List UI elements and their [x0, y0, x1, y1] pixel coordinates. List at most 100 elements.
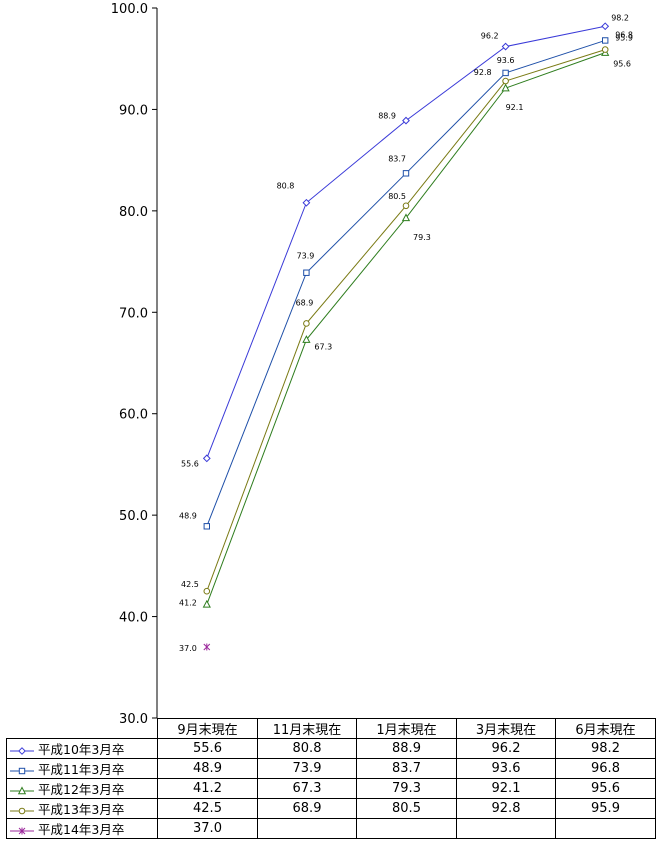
data-label: 73.9: [297, 252, 315, 261]
series-name: 平成12年3月卒: [6, 778, 158, 799]
y-tick-label: 50.0: [119, 509, 148, 524]
data-label: 96.8: [615, 30, 633, 39]
table-cell: 79.3: [356, 778, 457, 799]
series-label: 平成12年3月卒: [38, 782, 125, 797]
y-tick-label: 80.0: [119, 205, 148, 220]
series-name: 平成13年3月卒: [6, 798, 158, 819]
series-line: [206, 25, 606, 459]
data-label: 42.5: [181, 580, 199, 589]
series-2: 48.9 73.9 83.7 93.6 96.8: [179, 30, 633, 530]
table-cell: [356, 818, 457, 839]
diamond-marker: [302, 198, 311, 207]
category-label: 11月末現在: [257, 718, 357, 739]
legend-key-icon: [10, 807, 34, 814]
y-tick-label: 100.0: [111, 2, 148, 17]
series-label: 平成11年3月卒: [38, 762, 125, 777]
series-label: 平成10年3月卒: [38, 742, 125, 757]
table-cell: 96.8: [555, 758, 656, 779]
category-label: 6月末現在: [555, 718, 656, 739]
star-marker: [18, 827, 26, 834]
legend-key-icon: [10, 767, 34, 774]
circle-marker: [303, 320, 310, 327]
table-cell: 48.9: [157, 758, 258, 779]
series-4: 42.5 68.9 80.5 92.8 95.9: [181, 34, 633, 595]
triangle-marker: [501, 83, 510, 92]
square-marker: [602, 37, 609, 44]
legend-key-icon: [10, 746, 34, 755]
legend-key-icon: [10, 827, 34, 834]
y-tick-label: 60.0: [119, 408, 148, 423]
series-line: [206, 39, 606, 527]
series-line: [206, 52, 606, 605]
table-cell: 83.7: [356, 758, 457, 779]
table-cell: 41.2: [157, 778, 258, 799]
data-label: 92.8: [474, 68, 492, 77]
series-label: 平成13年3月卒: [38, 802, 125, 817]
table-cell: 95.6: [555, 778, 656, 799]
circle-marker: [203, 587, 211, 595]
category-label: 3月末現在: [456, 718, 556, 739]
series-3: 41.2 67.3 79.3 92.1 95.6: [179, 48, 631, 608]
y-tick-label: 90.0: [119, 103, 148, 118]
data-label: 83.7: [388, 154, 406, 163]
table-corner: [6, 718, 158, 739]
table-row: 平成12年3月卒 41.2 67.3 79.3 92.1 95.6: [6, 778, 656, 799]
table-header-row: 9月末現在 11月末現在 1月末現在 3月末現在 6月末現在: [6, 718, 656, 739]
diamond-marker: [501, 42, 510, 51]
y-tick-label: 70.0: [119, 306, 148, 321]
table-cell: 80.8: [257, 738, 357, 759]
data-label: 79.3: [413, 233, 431, 242]
y-tick-label: 40.0: [119, 611, 148, 626]
data-label: 67.3: [314, 343, 332, 352]
data-label: 88.9: [378, 112, 396, 121]
category-label: 1月末現在: [356, 718, 457, 739]
diamond-marker: [18, 746, 26, 755]
data-label: 92.1: [506, 103, 524, 112]
triangle-marker: [202, 599, 211, 608]
table-cell: 68.9: [257, 798, 357, 819]
star-marker: [203, 643, 211, 651]
table-row: 平成10年3月卒 55.6 80.8 88.9 96.2 98.2: [6, 738, 656, 759]
series-name: 平成11年3月卒: [6, 758, 158, 779]
data-label: 48.9: [179, 511, 197, 520]
table-row: 平成14年3月卒 37.0: [6, 818, 656, 839]
circle-marker: [402, 202, 410, 210]
table-cell: 55.6: [157, 738, 258, 759]
diamond-marker: [402, 116, 410, 125]
legend-key-icon: [10, 785, 34, 794]
data-label: 68.9: [296, 298, 314, 307]
table-cell: 42.5: [157, 798, 258, 819]
data-label: 80.8: [277, 182, 295, 191]
square-marker: [303, 269, 310, 276]
data-label: 96.2: [481, 32, 499, 41]
circle-marker: [601, 46, 609, 53]
table-cell: 37.0: [157, 818, 258, 839]
square-marker: [502, 69, 509, 77]
triangle-marker: [17, 785, 27, 794]
data-label: 95.6: [613, 60, 631, 69]
series-name: 平成14年3月卒: [6, 818, 158, 839]
table-cell: 67.3: [257, 778, 357, 799]
series-5: 37.0: [179, 643, 211, 653]
data-label: 37.0: [179, 644, 197, 653]
diamond-marker: [202, 454, 211, 463]
table-cell: 96.2: [456, 738, 556, 759]
series-name: 平成10年3月卒: [6, 738, 158, 759]
circle-marker: [502, 77, 509, 85]
table-cell: 95.9: [555, 798, 656, 819]
table-cell: 92.8: [456, 798, 556, 819]
data-label: 95.9: [615, 34, 633, 43]
series-line: [206, 49, 606, 592]
diamond-marker: [601, 22, 610, 31]
table-cell: 80.5: [356, 798, 457, 819]
table-cell: 98.2: [555, 738, 656, 759]
category-label: 9月末現在: [157, 718, 258, 739]
square-marker: [203, 523, 211, 530]
square-marker: [18, 767, 26, 774]
table-cell: [456, 818, 556, 839]
series-1: 55.6 80.8 88.9 96.2 98.2: [181, 13, 629, 468]
triangle-marker: [401, 213, 411, 222]
series-label: 平成14年3月卒: [38, 822, 125, 837]
